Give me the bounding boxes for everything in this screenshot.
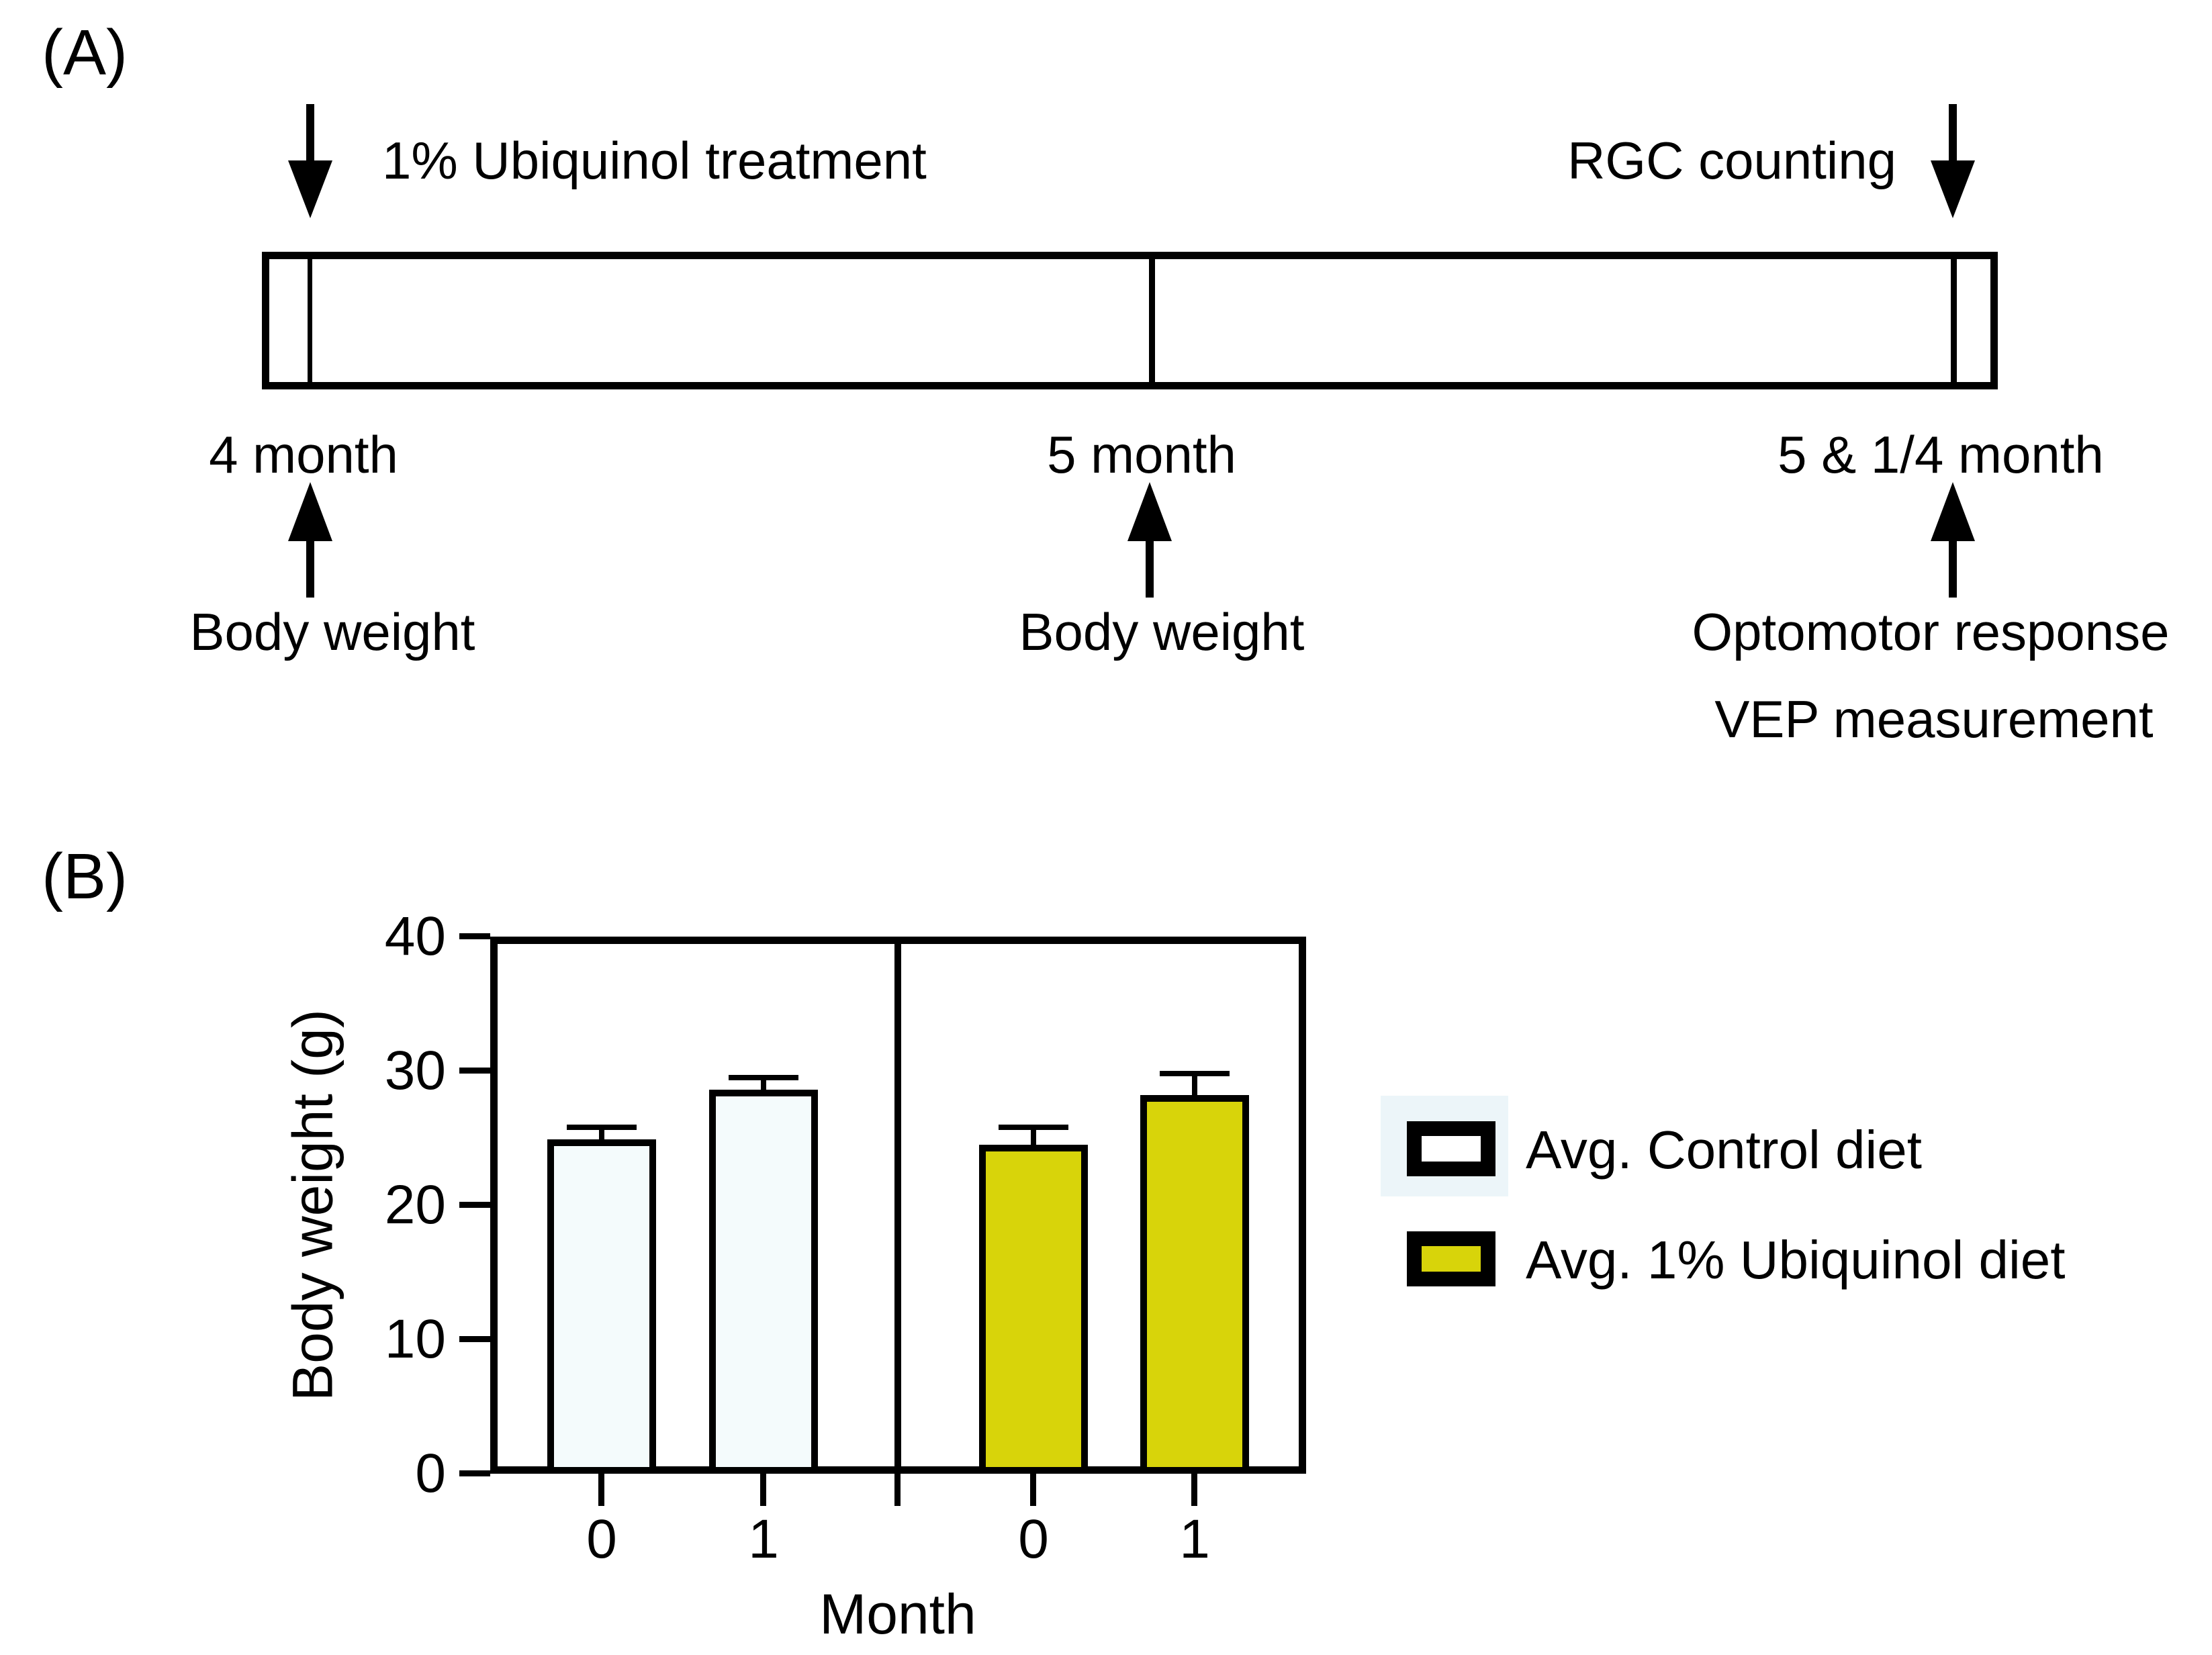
panel-b-label: (B) <box>42 841 128 912</box>
y-axis-tick <box>459 1470 490 1476</box>
rgc-counting-down-arrow-icon <box>1931 104 1975 218</box>
timeline-label-5-month: 5 month <box>1047 425 1236 484</box>
y-axis-tick-label: 10 <box>384 1309 446 1370</box>
error-bar-stem <box>1192 1076 1197 1095</box>
x-axis-tick-label: 0 <box>586 1509 617 1570</box>
bar <box>709 1090 818 1474</box>
y-axis-tick-label: 20 <box>384 1174 446 1235</box>
treatment-label: 1% Ubiquinol treatment <box>382 131 927 190</box>
x-axis-tick-label: 1 <box>748 1509 779 1570</box>
error-bar-cap <box>1160 1071 1230 1076</box>
timeline-bar <box>262 252 1998 389</box>
timeline-label-5-14-month: 5 & 1/4 month <box>1778 425 2104 484</box>
x-axis-tick-label: 0 <box>1018 1509 1049 1570</box>
optomotor-vep-up-arrow-icon <box>1931 482 1975 598</box>
timeline-start-divider <box>308 259 312 382</box>
treatment-start-down-arrow-icon <box>288 104 332 218</box>
panel-a-label: (A) <box>42 17 128 89</box>
error-bar-stem <box>599 1130 604 1139</box>
x-axis-tick-label: 1 <box>1179 1509 1210 1570</box>
x-axis-tick <box>760 1474 766 1506</box>
legend-label-control: Avg. Control diet <box>1526 1120 1922 1180</box>
timeline-label-4-month: 4 month <box>209 425 398 484</box>
timeline-mid-divider <box>1149 259 1155 382</box>
y-axis-tick <box>459 1336 490 1342</box>
y-axis-tick-label: 40 <box>384 906 446 967</box>
event-optomotor-response: Optomotor response <box>1692 602 2170 661</box>
legend-swatch <box>1407 1121 1495 1176</box>
y-axis-tick <box>459 1202 490 1208</box>
y-axis-tick <box>459 933 490 939</box>
error-bar-stem <box>1031 1130 1036 1145</box>
x-axis-tick <box>598 1474 604 1506</box>
event-vep-measurement: VEP measurement <box>1714 690 2154 749</box>
rgc-counting-label: RGC counting <box>1567 131 1896 190</box>
legend-swatch <box>1407 1231 1495 1286</box>
x-axis-tick <box>1191 1474 1197 1506</box>
timeline-end-divider <box>1951 259 1957 382</box>
y-axis-tick <box>459 1068 490 1074</box>
bar <box>1140 1095 1249 1474</box>
error-bar-stem <box>761 1080 766 1090</box>
error-bar-cap <box>729 1075 798 1080</box>
bar <box>979 1145 1088 1474</box>
body-weight-2-up-arrow-icon <box>1127 482 1172 598</box>
event-body-weight-2: Body weight <box>1019 602 1305 661</box>
y-axis-tick-label: 0 <box>415 1443 446 1504</box>
error-bar-cap <box>567 1125 637 1130</box>
event-body-weight-1: Body weight <box>189 602 475 661</box>
x-axis-tick <box>1030 1474 1036 1506</box>
body-weight-1-up-arrow-icon <box>288 482 332 598</box>
x-axis-tick <box>894 1474 901 1506</box>
legend-label-ubiquinol: Avg. 1% Ubiquinol diet <box>1526 1230 2066 1290</box>
x-axis-title: Month <box>819 1582 976 1646</box>
plot-group-divider <box>894 944 901 1466</box>
bar <box>547 1139 656 1474</box>
error-bar-cap <box>999 1125 1068 1130</box>
y-axis-tick-label: 30 <box>384 1040 446 1101</box>
